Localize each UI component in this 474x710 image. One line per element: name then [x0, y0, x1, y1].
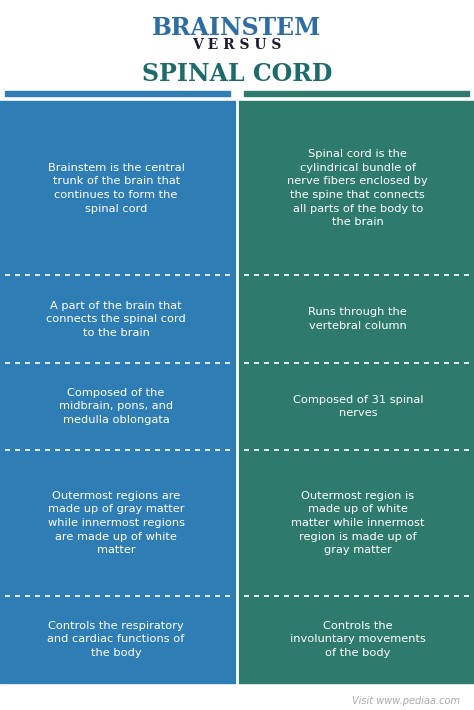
Text: Runs through the
vertebral column: Runs through the vertebral column: [309, 307, 407, 331]
Text: A part of the brain that
connects the spinal cord
to the brain: A part of the brain that connects the sp…: [46, 300, 186, 338]
Bar: [0, 450, 236, 596]
Text: Spinal cord is the
cylindrical bundle of
nerve fibers enclosed by
the spine that: Spinal cord is the cylindrical bundle of…: [288, 149, 428, 227]
Bar: [238, 275, 474, 363]
Bar: [238, 363, 474, 450]
Text: Controls the
involuntary movements
of the body: Controls the involuntary movements of th…: [290, 621, 426, 658]
Bar: [0, 363, 236, 450]
Text: Visit www.pediaa.com: Visit www.pediaa.com: [352, 697, 460, 706]
Bar: [0, 596, 236, 683]
Bar: [5, 91, 230, 96]
Text: BRAINSTEM: BRAINSTEM: [152, 16, 322, 40]
Text: Outermost regions are
made up of gray matter
while innermost regions
are made up: Outermost regions are made up of gray ma…: [47, 491, 185, 555]
Text: Brainstem is the central
trunk of the brain that
continues to form the
spinal co: Brainstem is the central trunk of the br…: [48, 163, 184, 214]
Bar: [0, 101, 236, 275]
Text: Composed of the
midbrain, pons, and
medulla oblongata: Composed of the midbrain, pons, and medu…: [59, 388, 173, 425]
Text: V E R S U S: V E R S U S: [192, 38, 282, 53]
Bar: [238, 101, 474, 275]
Bar: [238, 596, 474, 683]
Bar: [238, 450, 474, 596]
Bar: [0, 275, 236, 363]
Text: Controls the respiratory
and cardiac functions of
the body: Controls the respiratory and cardiac fun…: [47, 621, 185, 658]
Text: Composed of 31 spinal
nerves: Composed of 31 spinal nerves: [292, 395, 423, 418]
Text: SPINAL CORD: SPINAL CORD: [142, 62, 332, 87]
Bar: [244, 91, 469, 96]
Text: Outermost region is
made up of white
matter while innermost
region is made up of: Outermost region is made up of white mat…: [291, 491, 425, 555]
